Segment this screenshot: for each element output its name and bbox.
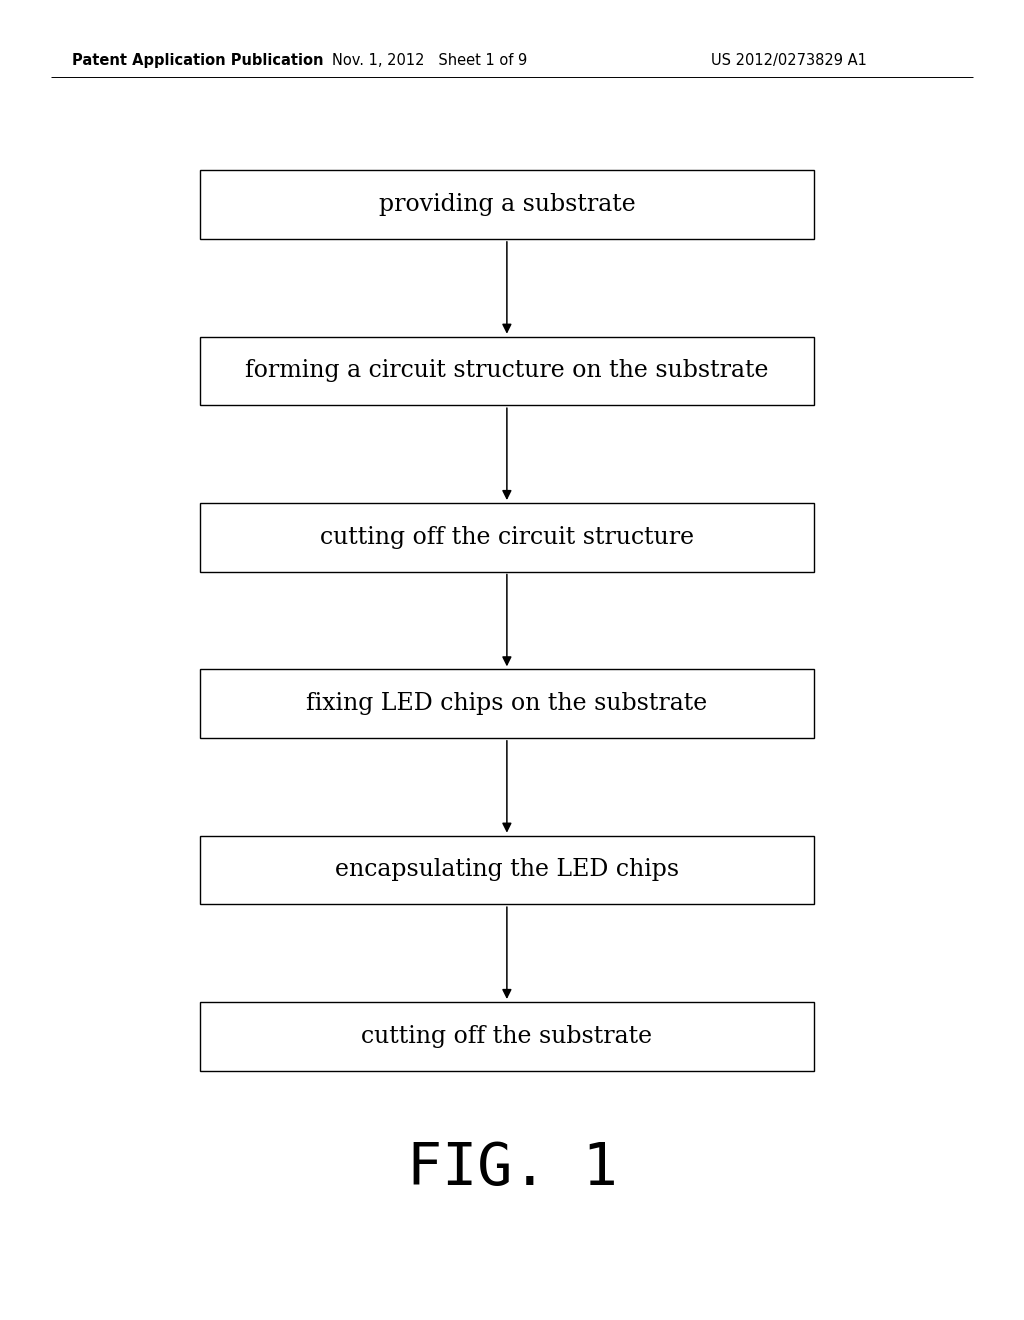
Text: cutting off the circuit structure: cutting off the circuit structure [319, 525, 694, 549]
Bar [200, 836, 814, 904]
Bar [200, 1002, 814, 1071]
Bar [200, 503, 814, 572]
Text: Nov. 1, 2012   Sheet 1 of 9: Nov. 1, 2012 Sheet 1 of 9 [333, 53, 527, 69]
Text: providing a substrate: providing a substrate [379, 193, 635, 216]
Text: Patent Application Publication: Patent Application Publication [72, 53, 324, 69]
Bar [200, 337, 814, 405]
Text: forming a circuit structure on the substrate: forming a circuit structure on the subst… [245, 359, 769, 383]
Text: FIG. 1: FIG. 1 [407, 1139, 617, 1197]
Text: US 2012/0273829 A1: US 2012/0273829 A1 [711, 53, 866, 69]
Bar [200, 170, 814, 239]
Text: encapsulating the LED chips: encapsulating the LED chips [335, 858, 679, 882]
Text: cutting off the substrate: cutting off the substrate [361, 1024, 652, 1048]
Text: fixing LED chips on the substrate: fixing LED chips on the substrate [306, 692, 708, 715]
Bar [200, 669, 814, 738]
